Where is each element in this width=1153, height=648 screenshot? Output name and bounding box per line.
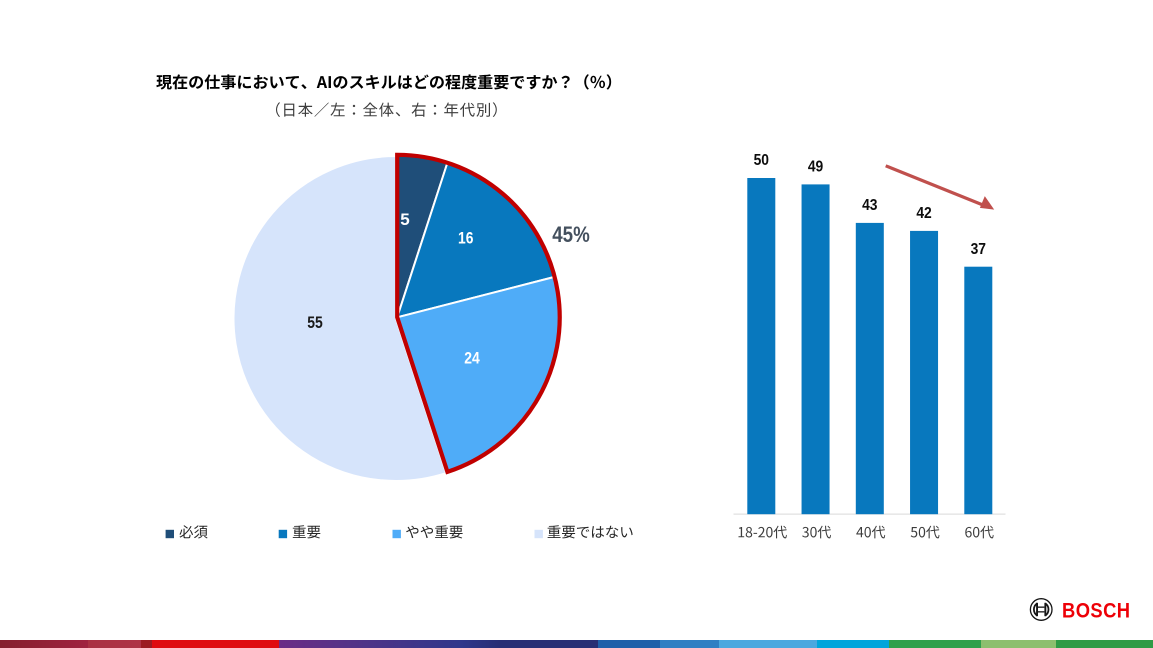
svg-text:24: 24: [464, 349, 480, 368]
svg-text:BOSCH: BOSCH: [1062, 599, 1131, 623]
svg-text:43: 43: [862, 197, 877, 214]
svg-text:45%: 45%: [552, 222, 590, 247]
svg-text:55: 55: [307, 313, 323, 332]
svg-text:37: 37: [971, 241, 986, 258]
svg-text:42: 42: [916, 205, 931, 222]
svg-text:49: 49: [808, 159, 823, 176]
svg-text:5: 5: [400, 210, 409, 229]
svg-text:16: 16: [458, 229, 473, 248]
svg-text:50: 50: [754, 152, 769, 169]
